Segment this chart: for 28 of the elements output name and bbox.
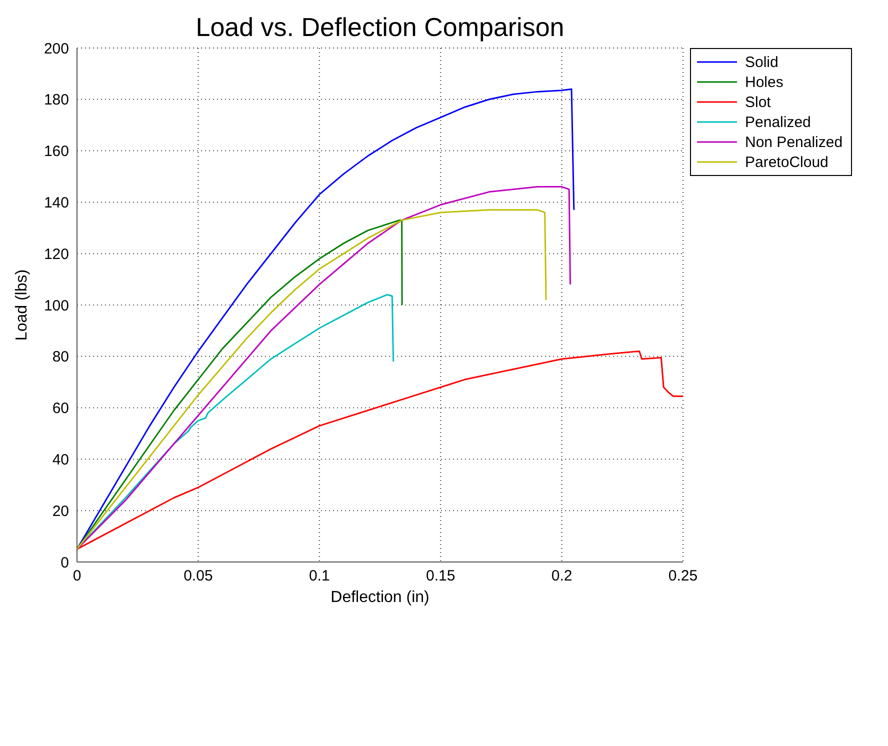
legend-label: Holes	[745, 74, 784, 90]
y-tick-label: 60	[52, 400, 69, 418]
y-axis-title: Load (lbs)	[14, 269, 31, 341]
y-tick-label: 140	[44, 194, 69, 212]
y-tick-label: 80	[52, 348, 69, 366]
legend-label: Slot	[745, 94, 771, 110]
legend-label: Solid	[745, 54, 778, 70]
y-tick-label: 40	[52, 452, 69, 469]
y-tick-label: 180	[44, 92, 69, 109]
x-tick-label: 0.05	[184, 568, 213, 585]
legend-label: Penalized	[745, 114, 811, 130]
y-tick-label: 20	[52, 502, 69, 520]
y-tick-label: 200	[44, 40, 69, 58]
y-tick-label: 0	[60, 554, 69, 572]
x-tick-label: 0	[72, 568, 82, 585]
x-tick-label: 0.15	[426, 568, 456, 585]
line-series	[77, 350, 683, 550]
chart-title: Load vs. Deflection Comparison	[194, 12, 566, 43]
x-tick-label: 0.25	[668, 568, 698, 585]
legend-label: ParetoCloud	[745, 154, 828, 170]
line-series	[77, 88, 575, 550]
y-tick-label: 100	[44, 297, 69, 314]
y-tick-label: 120	[44, 246, 69, 263]
x-tick-label: 0.1	[308, 568, 330, 585]
x-tick-label: 0.2	[551, 568, 572, 585]
legend-label: Non Penalized	[745, 134, 843, 150]
y-tick-label: 160	[44, 143, 69, 160]
x-axis-title: Deflection (in)	[330, 589, 430, 606]
